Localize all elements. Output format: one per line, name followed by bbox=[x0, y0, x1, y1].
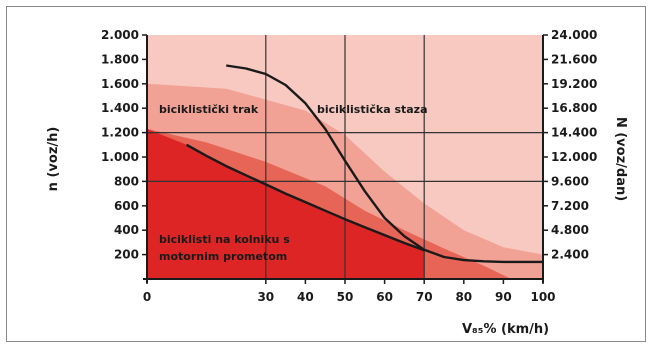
y-right-tick-label-0: 2.400 bbox=[551, 248, 589, 262]
region-label-bike-path: biciklistička staza bbox=[317, 103, 428, 116]
y-left-tick-label-7: 1.600 bbox=[101, 77, 139, 91]
y-left-tick-label-9: 2.000 bbox=[101, 28, 139, 42]
x-tick-label-7: 90 bbox=[495, 290, 512, 304]
x-tick-label-4: 60 bbox=[376, 290, 393, 304]
x-tick-label-5: 70 bbox=[416, 290, 433, 304]
y-right-tick-label-3: 9.600 bbox=[551, 174, 589, 188]
y-left-tick-label-0: 200 bbox=[114, 248, 139, 262]
dark-band bbox=[147, 128, 425, 279]
y-left-tick-label-2: 600 bbox=[114, 199, 139, 213]
series-curve-1 bbox=[186, 143, 425, 252]
y-axis-left-title: n (voz/h) bbox=[46, 127, 61, 192]
y-right-tick-label-8: 21.600 bbox=[551, 52, 597, 66]
y-left-tick-label-1: 400 bbox=[114, 223, 139, 237]
x-tick-label-1: 30 bbox=[257, 290, 274, 304]
x-tick-label-8: 100 bbox=[530, 290, 555, 304]
y-left-tick-label-5: 1.200 bbox=[101, 126, 139, 140]
y-right-tick-label-9: 24.000 bbox=[551, 28, 597, 42]
y-left-tick-label-6: 1.400 bbox=[101, 101, 139, 115]
y-right-tick-label-1: 4.800 bbox=[551, 223, 589, 237]
y-right-tick-label-7: 19.200 bbox=[551, 77, 597, 91]
y-right-tick-label-6: 16.800 bbox=[551, 101, 597, 115]
chart-frame: 0 30 40 50 60 70 80 90 100 200 400 600 800 1.000 1.200… bbox=[6, 6, 646, 342]
x-tick-label-3: 50 bbox=[337, 290, 354, 304]
y-left-tick-label-3: 800 bbox=[114, 174, 139, 188]
y-left-tick-label-8: 1.800 bbox=[101, 52, 139, 66]
x-tick-label-0: 0 bbox=[143, 290, 151, 304]
x-tick-label-2: 40 bbox=[297, 290, 314, 304]
y-right-tick-label-5: 14.400 bbox=[551, 126, 597, 140]
axes bbox=[143, 35, 544, 283]
series-layer bbox=[186, 64, 543, 264]
y-axis-right-title: N (voz/dan) bbox=[613, 117, 628, 201]
ticks: 0 30 40 50 60 70 80 90 100 200 400 600 800 1.000 1.200… bbox=[101, 28, 597, 304]
region-label-road-line-2: motornim prometom bbox=[159, 250, 287, 263]
chart: 0 30 40 50 60 70 80 90 100 200 400 600 800 1.000 1.200… bbox=[46, 28, 628, 337]
grid bbox=[147, 35, 543, 279]
series-curve-2 bbox=[226, 64, 543, 264]
y-right-tick-label-4: 12.000 bbox=[551, 150, 597, 164]
x-axis-title: V₈₅% (km/h) bbox=[462, 322, 549, 337]
region-label-bike-lane: biciklistički trak bbox=[159, 103, 259, 116]
y-right-tick-label-2: 7.200 bbox=[551, 199, 589, 213]
y-left-tick-label-4: 1.000 bbox=[101, 150, 139, 164]
x-tick-label-6: 80 bbox=[455, 290, 472, 304]
region-label-road-line-1: biciklisti na kolniku s bbox=[159, 233, 290, 246]
